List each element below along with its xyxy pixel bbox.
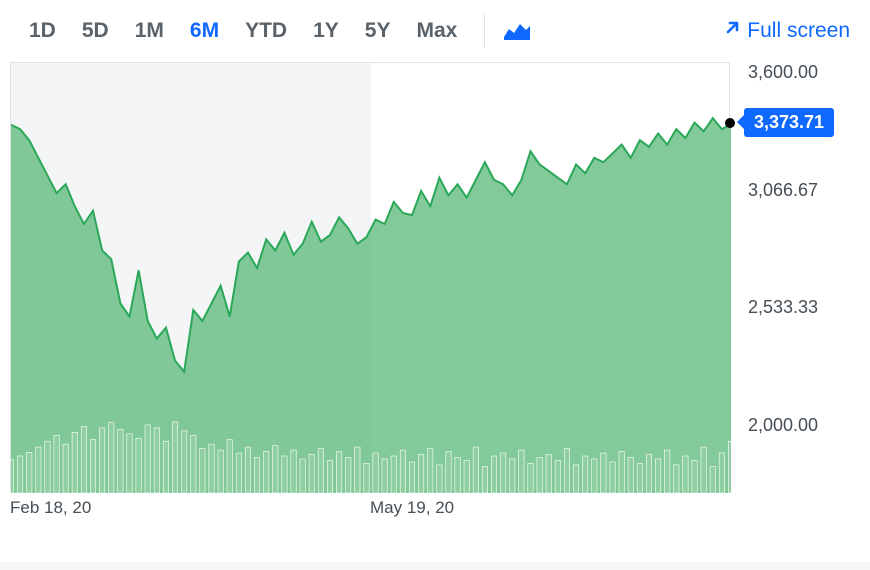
x-axis-tick: Feb 18, 20	[10, 498, 91, 518]
expand-icon	[719, 21, 739, 41]
chart-type-area-icon[interactable]	[499, 17, 535, 45]
bottom-strip	[0, 562, 870, 570]
last-price-dot	[725, 118, 735, 128]
range-1m[interactable]: 1M	[122, 11, 177, 51]
range-1d[interactable]: 1D	[16, 11, 69, 51]
range-6m[interactable]: 6M	[177, 11, 232, 51]
current-price-tag: 3,373.71	[744, 108, 834, 137]
range-selector: 1D 5D 1M 6M YTD 1Y 5Y Max	[16, 11, 470, 51]
price-chart[interactable]	[10, 62, 730, 492]
fullscreen-label: Full screen	[747, 19, 850, 43]
y-axis-tick: 3,600.00	[748, 62, 818, 83]
y-axis-tick: 2,000.00	[748, 415, 818, 436]
current-price-value: 3,373.71	[754, 112, 824, 132]
x-axis-tick: May 19, 20	[370, 498, 454, 518]
y-axis-tick: 2,533.33	[748, 297, 818, 318]
range-ytd[interactable]: YTD	[232, 11, 300, 51]
chart-toolbar: 1D 5D 1M 6M YTD 1Y 5Y Max Full screen	[0, 0, 870, 62]
price-chart-svg	[11, 63, 731, 493]
chart-area: 3,600.00 3,066.67 2,533.33 2,000.00 Feb 18,…	[0, 62, 870, 532]
toolbar-divider	[484, 14, 485, 48]
range-5d[interactable]: 5D	[69, 11, 122, 51]
range-1y[interactable]: 1Y	[300, 11, 352, 51]
range-5y[interactable]: 5Y	[352, 11, 404, 51]
range-max[interactable]: Max	[403, 11, 470, 51]
y-axis-tick: 3,066.67	[748, 180, 818, 201]
fullscreen-button[interactable]: Full screen	[719, 19, 854, 43]
